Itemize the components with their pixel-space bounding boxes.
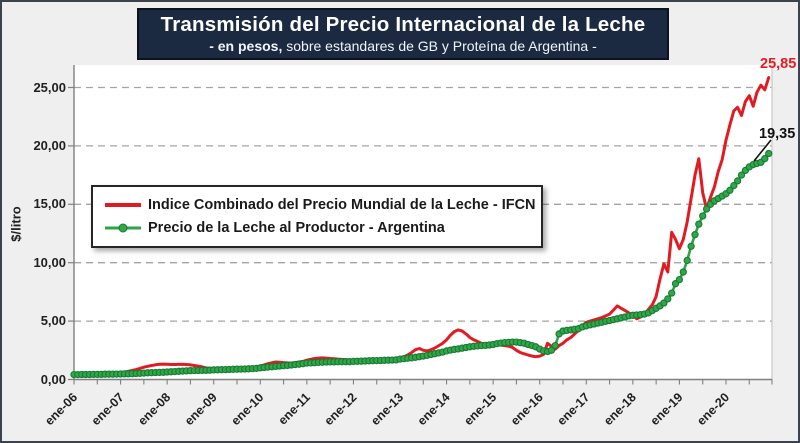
chart-title: Transmisión del Precio Internacional de … xyxy=(160,13,646,36)
legend: Indice Combinado del Precio Mundial de l… xyxy=(91,185,543,248)
red-series-end-value: 25,85 xyxy=(760,56,797,72)
legend-green-line-sample xyxy=(105,223,141,234)
y-tick-label: 25,00 xyxy=(33,79,66,95)
x-tick-label: ene-11 xyxy=(276,390,313,427)
x-tick-label: ene-15 xyxy=(461,390,499,428)
y-tick-label: 20,00 xyxy=(33,137,66,153)
chart-title-box: Transmisión del Precio Internacional de … xyxy=(137,8,669,60)
x-tick-label: ene-18 xyxy=(601,390,639,428)
green-marker-icon xyxy=(118,223,128,233)
y-tick-label: 5,00 xyxy=(40,313,66,329)
y-tick-label: 0,00 xyxy=(40,371,66,387)
chart-subtitle-rest: sobre estandares de GB y Proteína de Arg… xyxy=(282,38,597,54)
series-ifcn-line xyxy=(72,76,771,376)
y-tick-label: 15,00 xyxy=(33,196,66,212)
x-tick-label: ene-19 xyxy=(648,390,686,428)
x-tick-label: ene-20 xyxy=(694,390,732,428)
green-series-end-value: 19,35 xyxy=(759,126,796,142)
chart-subtitle-bold: - en pesos, xyxy=(209,38,283,54)
red-line-icon xyxy=(105,203,141,207)
legend-label-argentina: Precio de la Leche al Productor - Argent… xyxy=(148,220,445,236)
green-label-leader-line xyxy=(753,139,772,162)
x-tick-label: ene-07 xyxy=(89,390,127,428)
x-tick-label: ene-17 xyxy=(554,390,592,428)
legend-item-ifcn: Indice Combinado del Precio Mundial de l… xyxy=(105,197,536,213)
x-tick-label: ene-16 xyxy=(508,390,546,428)
x-tick-label: ene-06 xyxy=(42,390,80,428)
legend-red-line-sample xyxy=(105,200,141,211)
x-tick-label: ene-09 xyxy=(182,390,220,428)
x-tick-label: ene-12 xyxy=(322,390,360,428)
legend-label-ifcn: Indice Combinado del Precio Mundial de l… xyxy=(148,197,536,213)
x-tick-label: ene-14 xyxy=(415,390,453,428)
x-tick-label: ene-08 xyxy=(135,390,173,428)
chart-subtitle: - en pesos, sobre estandares de GB y Pro… xyxy=(209,37,597,55)
x-tick-label: ene-13 xyxy=(368,390,406,428)
legend-item-argentina: Precio de la Leche al Productor - Argent… xyxy=(105,220,529,236)
y-tick-label: 10,00 xyxy=(33,254,66,270)
x-tick-label: ene-10 xyxy=(228,390,266,428)
